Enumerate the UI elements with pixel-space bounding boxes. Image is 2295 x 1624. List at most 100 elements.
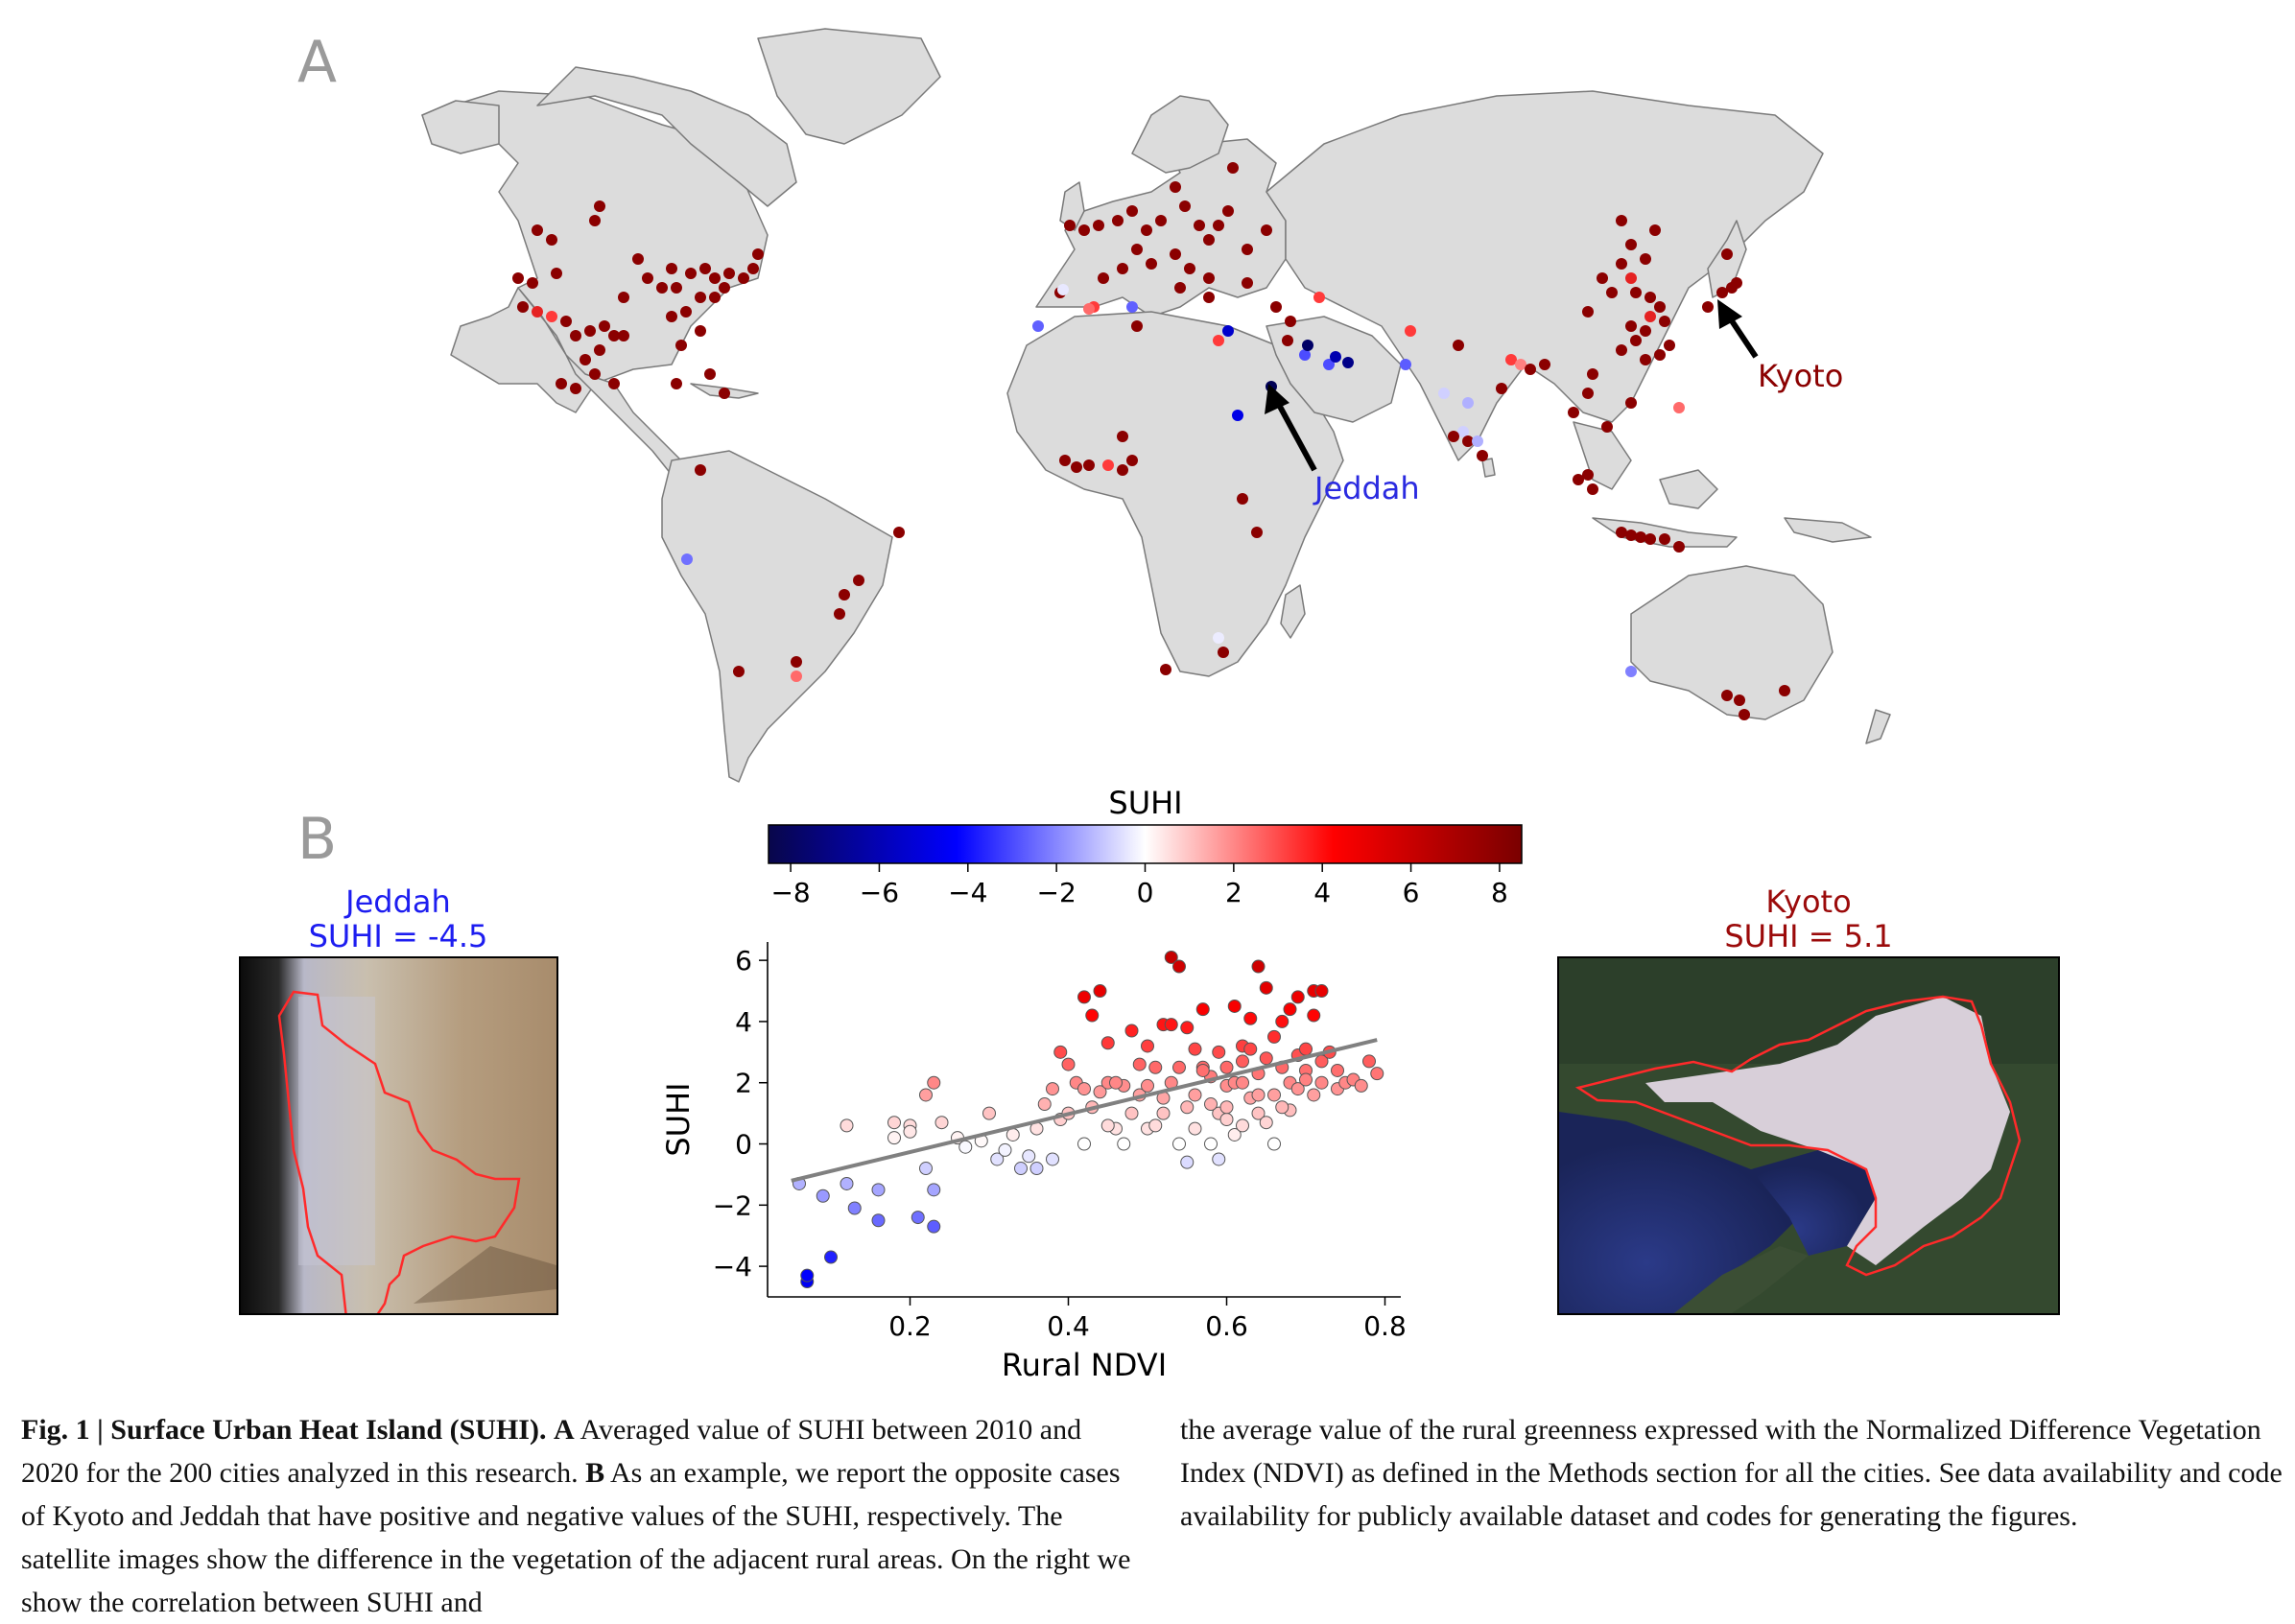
x-tick-label: 0.4	[1047, 1310, 1090, 1342]
scatter-point	[1259, 980, 1273, 995]
y-tick-label: 4	[735, 1006, 752, 1038]
scatter-point	[951, 1131, 964, 1145]
scatter-point	[1029, 1121, 1044, 1136]
scatter-point	[1299, 1072, 1313, 1087]
australia-landmass	[1630, 565, 1834, 720]
caption-left: Fig. 1 | Surface Urban Heat Island (SUHI…	[21, 1408, 1134, 1624]
scatter-point	[871, 1183, 886, 1197]
scatter-point	[1227, 1075, 1242, 1090]
scatter-point	[1251, 1067, 1266, 1081]
scatter-point	[1109, 1121, 1123, 1136]
scatter-point	[1204, 1070, 1218, 1084]
uk-landmass	[1059, 181, 1085, 231]
kyoto-satellite-image	[1557, 956, 2060, 1315]
scatter-point	[1172, 1060, 1186, 1074]
scatter-point	[800, 1275, 815, 1289]
scatter-point	[1109, 1075, 1123, 1090]
scatter-point	[1117, 1078, 1131, 1093]
scatter-point	[1236, 1118, 1249, 1133]
scatter-point	[1259, 1051, 1273, 1066]
scatter-point	[1100, 1036, 1115, 1050]
colorbar-ticks: −8 −6 −4 −2 0 2 4 6 8	[770, 863, 1508, 908]
scatter-point	[1077, 1137, 1091, 1151]
scatter-point	[919, 1088, 933, 1102]
scatter-point	[1212, 1045, 1226, 1059]
scatter-point	[1077, 1082, 1091, 1096]
alaska-landmass	[421, 100, 500, 154]
scatter-point	[1117, 1137, 1131, 1151]
scatter-point	[1006, 1127, 1020, 1142]
scatter-point	[1275, 1014, 1289, 1028]
scatter-point	[1164, 1075, 1178, 1090]
scatter-point	[1204, 1097, 1218, 1112]
scatter-point	[1022, 1149, 1036, 1164]
scatter-point	[1243, 1042, 1258, 1056]
scatter-point	[1259, 1116, 1273, 1130]
sri-lanka-landmass	[1481, 458, 1496, 478]
scatter-point	[1195, 1063, 1210, 1077]
scatter-point	[1314, 1075, 1329, 1090]
kyoto-title-line1: Kyoto	[1765, 883, 1852, 920]
scatter-point	[919, 1162, 933, 1176]
scatter-point	[1283, 1002, 1297, 1017]
scatter-point	[1156, 1106, 1171, 1120]
scatter-point	[1307, 1008, 1321, 1023]
scatter-point	[1069, 1075, 1083, 1090]
jeddah-panel-title: Jeddah SUHI = -4.5	[240, 884, 556, 953]
caption-figure-title: Fig. 1 | Surface Urban Heat Island (SUHI…	[21, 1414, 547, 1446]
x-tick-label: 0.6	[1205, 1310, 1248, 1342]
scatter-point	[982, 1106, 996, 1120]
caption-label-b: B	[585, 1457, 605, 1489]
scatter-point	[1314, 1054, 1329, 1069]
scatter-point	[1219, 1113, 1234, 1126]
new-guinea-landmass	[1784, 517, 1872, 543]
scatter-point	[1053, 1045, 1068, 1059]
caption-label-a: A	[553, 1414, 575, 1446]
scatter-point	[1188, 1088, 1202, 1102]
africa-landmass	[1006, 311, 1344, 677]
scatter-point	[1251, 959, 1266, 974]
scatter-point	[1362, 1054, 1376, 1069]
y-tick-label: 6	[735, 945, 752, 977]
scatter-point	[1156, 1018, 1171, 1032]
scatter-point	[1307, 1088, 1321, 1102]
scatter-point	[816, 1189, 830, 1203]
scatter-point	[1251, 1106, 1266, 1120]
scatter-point	[1275, 1060, 1289, 1074]
scatter-point	[1307, 984, 1321, 999]
scatter-plot: 0.2 0.4 0.6 0.8 −4 −2 0 2 4 6 Rural NDVI SUHI	[660, 942, 1407, 1383]
colorbar-tick-label: 2	[1225, 877, 1242, 908]
kyoto-arrow	[1717, 299, 1759, 359]
y-axis-label: SUHI	[660, 1082, 697, 1156]
scatter-point	[1227, 1127, 1242, 1142]
scatter-point	[887, 1131, 901, 1145]
scatter-point	[1267, 1029, 1281, 1044]
scatter-point	[1085, 1008, 1100, 1023]
scatter-point	[840, 1118, 854, 1133]
scatter-point	[927, 1219, 941, 1234]
scatter-point	[1164, 950, 1178, 964]
jeddah-urban-boundary	[277, 990, 521, 1313]
city-markers	[512, 162, 1790, 720]
scatter-point	[1180, 1155, 1195, 1169]
scatter-point	[927, 1183, 941, 1197]
scatter-point	[1299, 1042, 1313, 1056]
scatter-point	[1346, 1072, 1360, 1087]
scatter-point	[1236, 1039, 1249, 1053]
scatter-point	[1164, 1018, 1178, 1032]
scatter-point	[1180, 1100, 1195, 1115]
scatter-point	[1275, 1100, 1289, 1115]
colorbar-tick-label: 6	[1403, 877, 1420, 908]
scatter-point	[1188, 1121, 1202, 1136]
scatter-point	[1156, 1091, 1171, 1105]
scatter-point	[990, 1152, 1005, 1166]
scatter-point	[958, 1140, 973, 1154]
scatter-point	[1172, 1137, 1186, 1151]
scatter-point	[1219, 1060, 1234, 1074]
colorbar-tick-label: 0	[1137, 877, 1154, 908]
scatter-point	[1172, 959, 1186, 974]
southeast-asia-landmass	[1573, 421, 1632, 490]
scatter-point	[935, 1116, 949, 1130]
scatter-point	[1267, 1088, 1281, 1102]
y-tick-label: −4	[713, 1251, 752, 1283]
